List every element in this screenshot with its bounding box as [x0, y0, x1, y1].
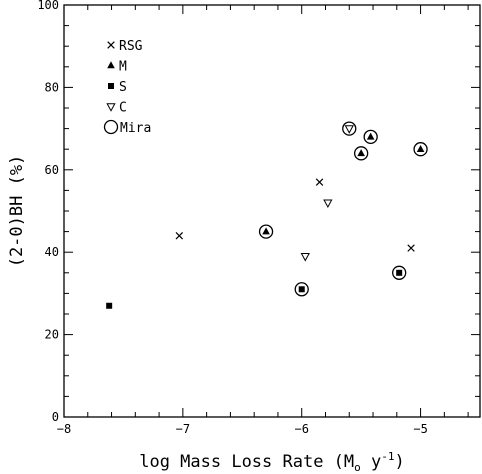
point-m	[366, 132, 375, 140]
legend: RSG MSC Mira	[103, 39, 151, 136]
point-c	[300, 253, 310, 262]
y-tick-label: 0	[52, 410, 59, 424]
y-tick-label: 80	[45, 80, 59, 94]
legend-symbol-rsg	[107, 41, 115, 49]
legend-label: C	[119, 101, 127, 116]
x-tick-labels: −8 −7 −6 −5	[57, 422, 428, 436]
point-s	[106, 302, 113, 309]
mira-ring	[363, 129, 378, 144]
mira-ring	[258, 224, 274, 239]
legend-label: Mira	[120, 121, 151, 136]
mira-ring	[353, 146, 369, 161]
x-tick-label: −8	[57, 422, 71, 436]
y-tick-label: 100	[37, 0, 59, 12]
legend-label: M	[119, 60, 127, 75]
point-s	[396, 269, 403, 276]
data-points	[106, 121, 428, 309]
point-c	[344, 125, 354, 134]
legend-symbol-mira	[103, 119, 119, 135]
mira-ring	[392, 265, 407, 280]
point-m	[416, 145, 425, 152]
x-tick-label: −5	[413, 422, 427, 436]
axis-ticks	[63, 4, 480, 418]
point-m	[357, 149, 365, 157]
mira-ring	[342, 121, 357, 136]
mira-ring	[413, 142, 428, 157]
point-rsg	[175, 231, 184, 240]
point-m	[262, 227, 270, 235]
legend-label: S	[119, 80, 127, 95]
y-tick-labels: 0 20 40 60 80 100	[37, 0, 59, 424]
x-tick-label: −6	[294, 422, 308, 436]
point-rsg	[315, 178, 324, 186]
point-rsg	[407, 244, 415, 252]
legend-label: RSG	[119, 39, 143, 54]
legend-symbol-m	[107, 61, 115, 69]
y-tick-label: 40	[45, 245, 59, 259]
point-c	[323, 199, 333, 209]
y-tick-label: 20	[45, 328, 59, 342]
legend-symbol-s	[108, 83, 114, 89]
legend-symbol-c	[106, 103, 116, 112]
y-tick-label: 60	[45, 163, 59, 177]
x-axis-title: log Mass Loss Rate (Mo y-1)	[139, 450, 405, 474]
mira-ring	[294, 282, 309, 297]
x-tick-label: −7	[176, 422, 190, 436]
point-s	[298, 286, 305, 293]
y-axis-title: (2-0)BH (%)	[7, 155, 27, 268]
